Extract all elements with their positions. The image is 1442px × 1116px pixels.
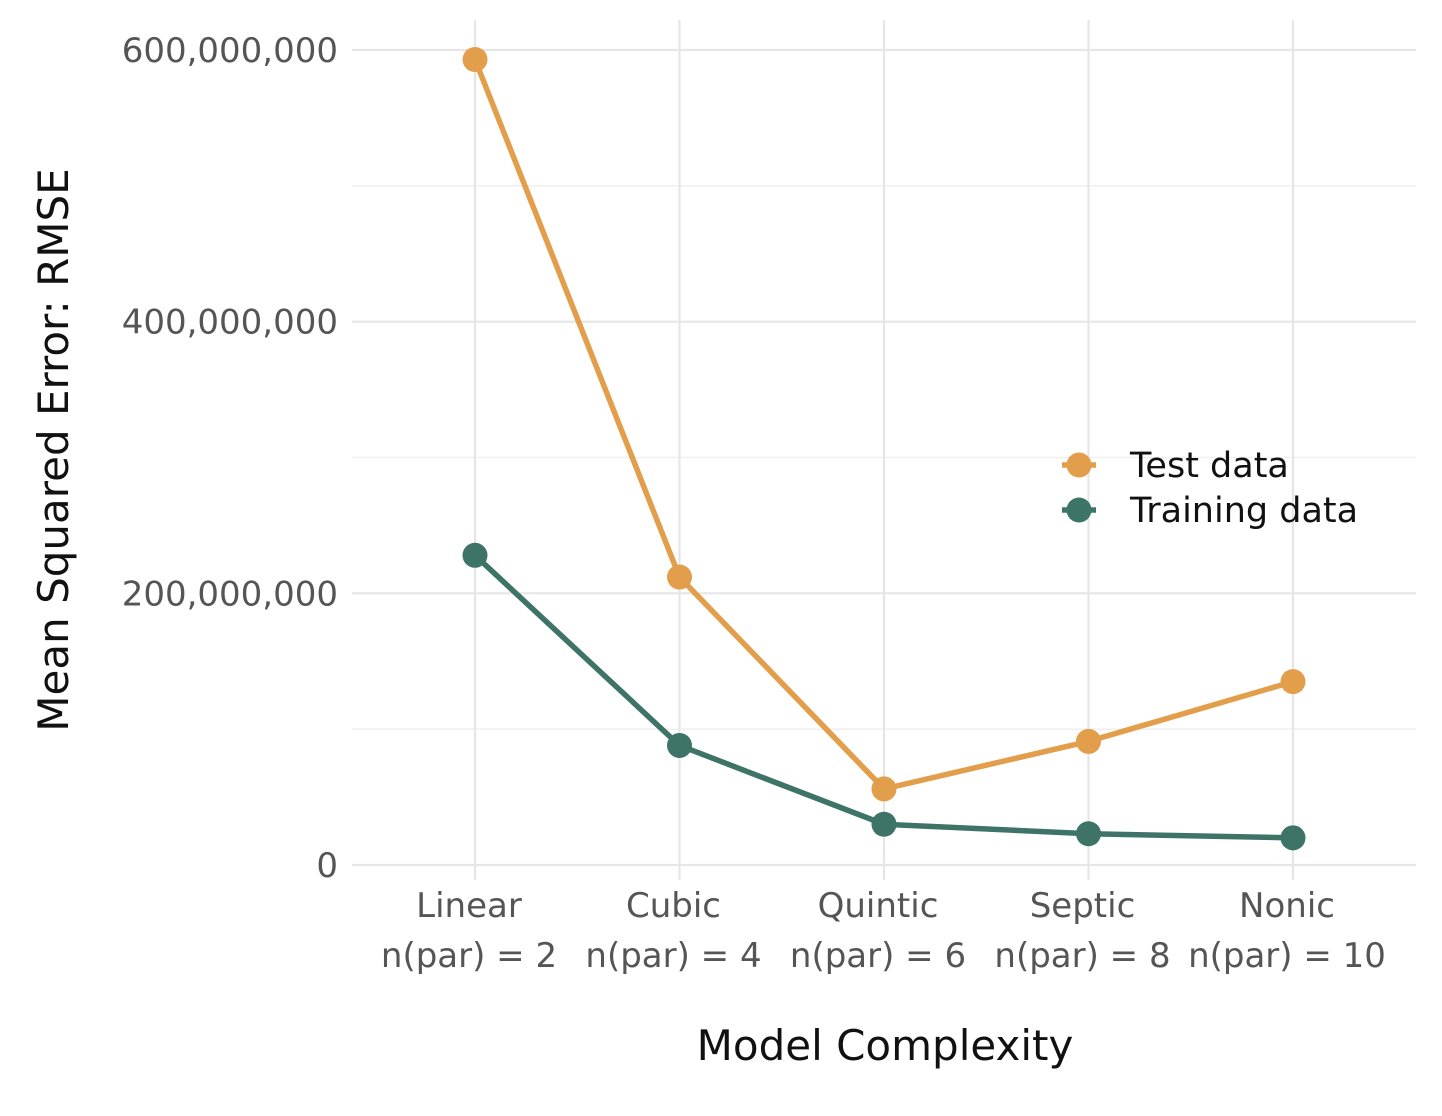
legend-key-point [1066, 452, 1092, 478]
x-tick-label: Septic [1030, 886, 1136, 926]
legend: Test data Training data [1062, 446, 1358, 531]
y-tick-label: 0 [316, 846, 338, 886]
x-tick-label: n(par) = 10 [1188, 936, 1386, 976]
x-tick-label: n(par) = 6 [790, 936, 966, 976]
data-point [871, 811, 897, 837]
x-tick-label: Nonic [1239, 886, 1335, 926]
x-axis-title: Model Complexity [697, 1021, 1074, 1070]
data-point [667, 564, 692, 590]
x-tick-label: Quintic [818, 886, 939, 926]
legend-key-point [1066, 497, 1092, 523]
data-point [871, 776, 897, 802]
y-tick-label: 400,000,000 [122, 303, 338, 343]
data-point [1076, 728, 1101, 754]
x-tick-label: n(par) = 4 [585, 936, 761, 976]
data-point [462, 47, 488, 73]
y-axis-ticks: 0 200,000,000 400,000,000 600,000,000 [122, 31, 338, 886]
series-lines [462, 47, 1306, 851]
legend-label: Training data [1129, 491, 1358, 531]
data-point [1280, 669, 1306, 695]
data-point [667, 732, 692, 758]
y-tick-label: 600,000,000 [122, 31, 338, 71]
x-tick-label: n(par) = 8 [994, 936, 1170, 976]
grid-lines [352, 20, 1416, 880]
x-axis-ticks: Linear n(par) = 2 Cubic n(par) = 4 Quintic n(… [381, 886, 1386, 976]
y-tick-label: 200,000,000 [122, 574, 338, 614]
legend-label: Test data [1129, 446, 1289, 486]
x-tick-label: Linear [416, 886, 522, 926]
y-axis-title: Mean Squared Error: RMSE [29, 168, 78, 731]
data-point [1280, 825, 1306, 851]
data-point [462, 542, 488, 568]
x-tick-label: n(par) = 2 [381, 936, 557, 976]
x-tick-label: Cubic [626, 886, 721, 926]
data-point [1076, 821, 1101, 847]
